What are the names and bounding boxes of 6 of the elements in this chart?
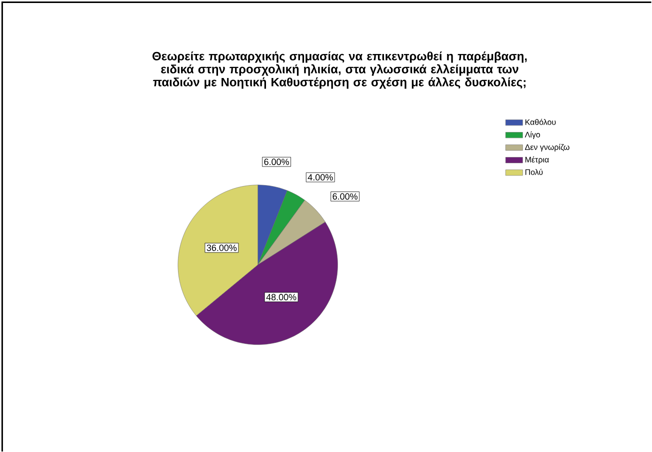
data-label: 4.00% [308, 174, 333, 180]
data-label: 36.00% [206, 244, 237, 251]
data-label: 48.00% [266, 294, 296, 300]
data-label: 6.00% [332, 193, 358, 200]
chart-title: Θεωρείτε πρωταρχικής σημασίας να επικεντρωθεί η παρέμβαση, ειδικά στην προσχολική ηλικία, στα γλωσσικά ελλείμματα των παιδιών με Νοητική Καθυστέρηση σε σχέση με άλλες δυσκολίες; [152, 51, 527, 89]
data-label: 6.00% [264, 158, 289, 165]
